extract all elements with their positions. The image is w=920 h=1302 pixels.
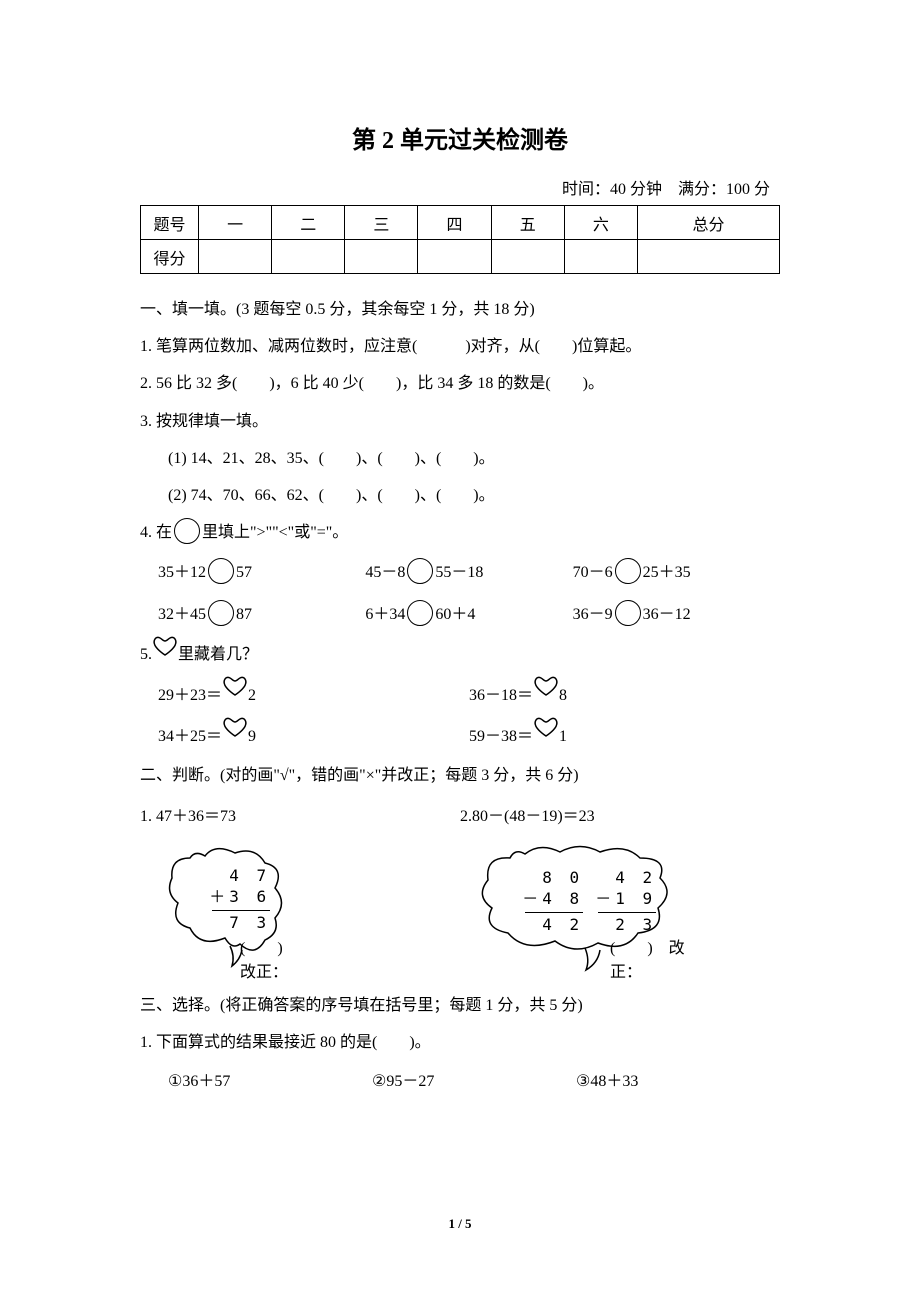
- section-1-header: 一、填一填。(3 题每空 0.5 分，其余每空 1 分，共 18 分): [140, 292, 780, 327]
- score-table: 题号 一 二 三 四 五 六 总分 得分: [140, 205, 780, 274]
- expr: 9: [248, 716, 256, 758]
- th: 二: [272, 206, 345, 240]
- circle-icon[interactable]: [208, 558, 234, 584]
- q3a: (1) 14、21、28、35、( )、( )、( )。: [140, 441, 780, 476]
- meta-line: 时间：40 分钟 满分：100 分: [140, 175, 780, 199]
- td[interactable]: [491, 240, 564, 274]
- q5-row1: 29＋23＝ 2 36－18＝ 8: [158, 675, 780, 717]
- th: 总分: [637, 206, 779, 240]
- opt-a[interactable]: ①36＋57: [168, 1063, 372, 1101]
- circle-icon[interactable]: [615, 558, 641, 584]
- td[interactable]: [564, 240, 637, 274]
- heart-icon[interactable]: [533, 714, 559, 756]
- q5-row2: 34＋25＝ 9 59－38＝ 1: [158, 716, 780, 758]
- expr: 36－18＝: [469, 675, 533, 717]
- q4-post: 里填上">""<"或"="。: [202, 524, 348, 541]
- cloud-2: 8 0 －4 8 4 2 4 2 －1 9 2 3 ( ) 改正：: [470, 838, 700, 978]
- expr: 35＋12: [158, 552, 206, 594]
- page-footer: 1 / 5: [0, 1216, 920, 1232]
- calc-line: 7 3: [202, 913, 270, 934]
- calc-line: 4 2: [515, 915, 583, 936]
- calc-line: 8 0: [515, 868, 583, 889]
- circle-icon[interactable]: [407, 600, 433, 626]
- j-q1: 1. 47＋36＝73: [140, 799, 460, 834]
- expr: 36－9: [573, 594, 613, 636]
- td[interactable]: [199, 240, 272, 274]
- q4-row1: 35＋12 57 45－8 55－18 70－6 25＋35: [158, 552, 780, 594]
- circle-icon[interactable]: [208, 600, 234, 626]
- section-2-header: 二、判断。(对的画"√"，错的画"×"并改正；每题 3 分，共 6 分): [140, 758, 780, 793]
- s3-q1: 1. 下面算式的结果最接近 80 的是( )。: [140, 1025, 780, 1060]
- calc-line: 2 3: [588, 915, 656, 936]
- j-q2: 2.80－(48－19)＝23: [460, 799, 780, 834]
- circle-icon[interactable]: [615, 600, 641, 626]
- td[interactable]: [272, 240, 345, 274]
- expr: 60＋4: [435, 594, 475, 636]
- td[interactable]: [345, 240, 418, 274]
- calc-line: ＋3 6: [202, 887, 270, 908]
- expr: 59－38＝: [469, 716, 533, 758]
- q1: 1. 笔算两位数加、减两位数时，应注意( )对齐，从( )位算起。: [140, 329, 780, 364]
- expr: 55－18: [435, 552, 483, 594]
- page-title: 第 2 单元过关检测卷: [140, 120, 780, 155]
- section-3-header: 三、选择。(将正确答案的序号填在括号里；每题 1 分，共 5 分): [140, 988, 780, 1023]
- q3b: (2) 74、70、66、62、( )、( )、( )。: [140, 478, 780, 513]
- th: 六: [564, 206, 637, 240]
- expr: 32＋45: [158, 594, 206, 636]
- q5: 5. 里藏着几？: [140, 636, 780, 673]
- heart-icon[interactable]: [533, 673, 559, 715]
- heart-icon[interactable]: [222, 673, 248, 715]
- expr: 6＋34: [365, 594, 405, 636]
- calc-line: －1 9: [588, 889, 656, 910]
- td[interactable]: [637, 240, 779, 274]
- expr: 8: [559, 675, 567, 717]
- q5-pre: 5.: [140, 637, 152, 672]
- calc-line: －4 8: [515, 889, 583, 910]
- circle-icon: [174, 518, 200, 544]
- expr: 70－6: [573, 552, 613, 594]
- judge-row: 1. 47＋36＝73 4 7 ＋3 6 7 3 ( ) 改正： 2.80－(4…: [140, 799, 780, 978]
- q2: 2. 56 比 32 多( )，6 比 40 少( )，比 34 多 18 的数…: [140, 366, 780, 401]
- cloud-1: 4 7 ＋3 6 7 3 ( ) 改正：: [160, 838, 310, 978]
- q4-row2: 32＋45 87 6＋34 60＋4 36－9 36－12: [158, 594, 780, 636]
- heart-icon: [152, 634, 178, 671]
- paren-fix[interactable]: ( ) 改正：: [240, 934, 310, 982]
- calc-line: 4 2: [588, 868, 656, 889]
- calc-rule: [212, 910, 270, 911]
- th-label: 题号: [141, 206, 199, 240]
- calc-rule: [525, 912, 583, 913]
- q3: 3. 按规律填一填。: [140, 404, 780, 439]
- circle-icon[interactable]: [407, 558, 433, 584]
- expr: 87: [236, 594, 252, 636]
- opt-c[interactable]: ③48＋33: [576, 1063, 780, 1101]
- q5-post: 里藏着几？: [178, 637, 258, 672]
- expr: 45－8: [365, 552, 405, 594]
- expr: 2: [248, 675, 256, 717]
- th: 三: [345, 206, 418, 240]
- td-label: 得分: [141, 240, 199, 274]
- expr: 36－12: [643, 594, 691, 636]
- th: 一: [199, 206, 272, 240]
- expr: 57: [236, 552, 252, 594]
- expr: 25＋35: [643, 552, 691, 594]
- calc-line: 4 7: [202, 866, 270, 887]
- expr: 34＋25＝: [158, 716, 222, 758]
- q4: 4. 在 里填上">""<"或"="。: [140, 515, 780, 550]
- expr: 1: [559, 716, 567, 758]
- opt-b[interactable]: ②95－27: [372, 1063, 576, 1101]
- heart-icon[interactable]: [222, 714, 248, 756]
- th: 五: [491, 206, 564, 240]
- paren-fix[interactable]: ( ) 改正：: [610, 934, 700, 982]
- td[interactable]: [418, 240, 491, 274]
- q4-pre: 4. 在: [140, 524, 172, 541]
- expr: 29＋23＝: [158, 675, 222, 717]
- th: 四: [418, 206, 491, 240]
- calc-rule: [598, 912, 656, 913]
